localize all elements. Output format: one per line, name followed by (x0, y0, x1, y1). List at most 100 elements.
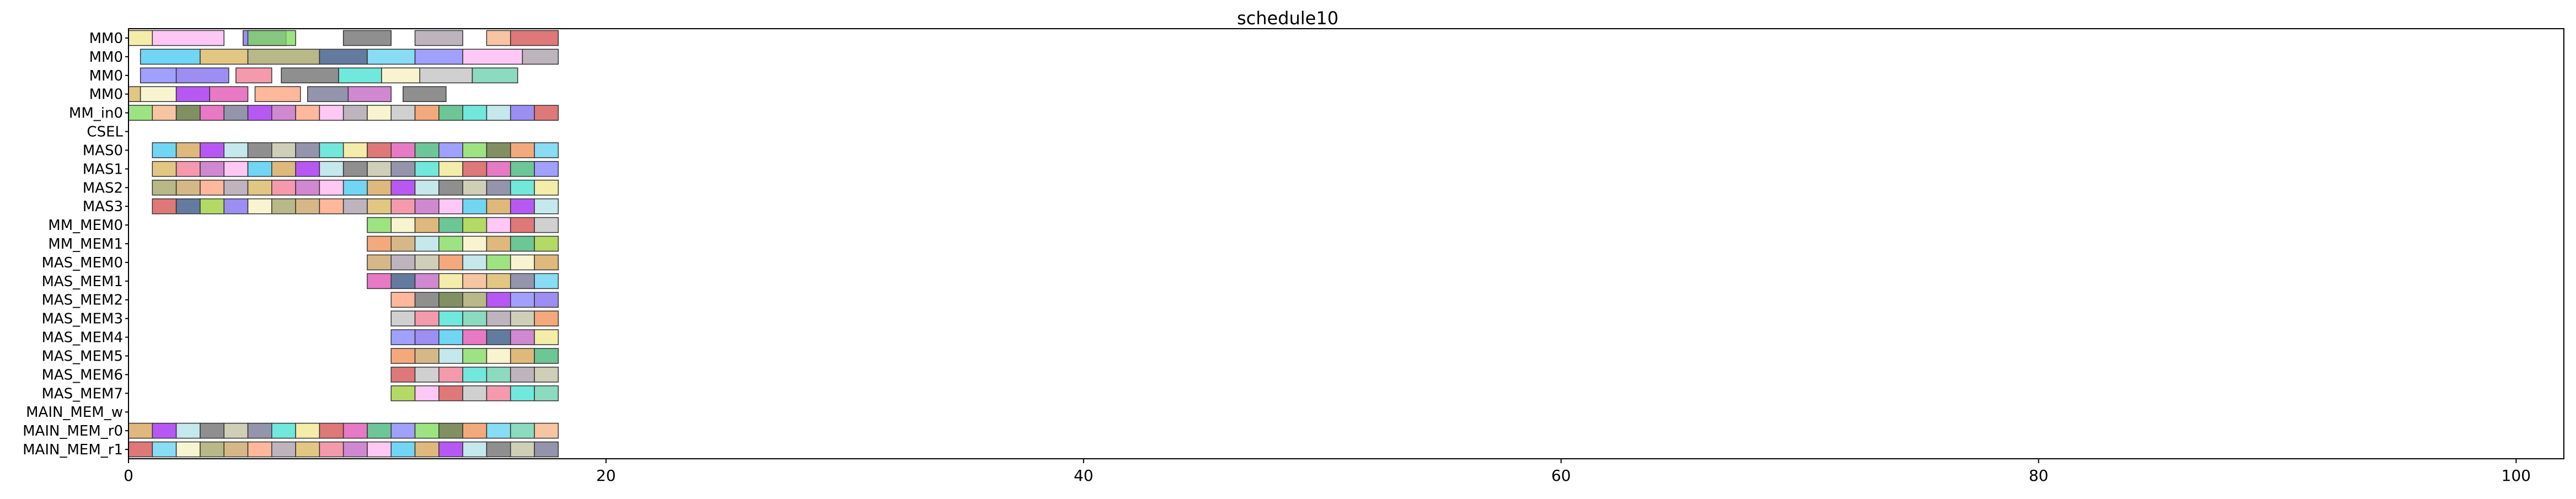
task-bar (438, 179, 463, 196)
task-bar (367, 198, 392, 214)
task-bar (200, 105, 224, 121)
task-bar (462, 105, 488, 121)
row-label: MAS_MEM3 (41, 311, 123, 328)
task-bar (247, 49, 320, 65)
task-bar (319, 422, 344, 439)
task-bar (271, 161, 296, 177)
task-bar (462, 273, 488, 289)
task-bar (534, 161, 559, 177)
task-bar (152, 142, 177, 158)
task-bar (271, 422, 296, 439)
task-bar (254, 86, 301, 103)
task-bar (534, 422, 559, 439)
task-bar (438, 441, 463, 458)
task-bar (510, 198, 535, 214)
row-label: MAIN_MEM_r0 (23, 423, 123, 439)
task-bar (462, 441, 488, 458)
task-bar (414, 385, 440, 401)
task-bar (462, 292, 488, 308)
task-bar (367, 217, 392, 233)
task-bar (295, 105, 320, 121)
task-bar (534, 385, 559, 401)
task-bar (235, 67, 272, 84)
task-bar (175, 67, 229, 84)
task-bar (486, 385, 511, 401)
task-bar (128, 86, 141, 103)
task-bar (414, 254, 440, 271)
task-bar (462, 179, 488, 196)
task-bar (247, 105, 272, 121)
task-bar (438, 348, 463, 364)
task-bar (342, 422, 368, 439)
task-bar (200, 142, 224, 158)
task-bar (128, 30, 153, 46)
task-bar (342, 179, 368, 196)
task-bar (200, 422, 224, 439)
task-bar (414, 348, 440, 364)
task-bar (462, 254, 488, 271)
task-bar (295, 142, 320, 158)
task-bar (534, 105, 559, 121)
task-bar (342, 142, 368, 158)
task-bar (319, 198, 344, 214)
task-bar (390, 310, 416, 326)
task-bar (486, 348, 511, 364)
task-bar (438, 310, 463, 326)
task-bar (175, 105, 201, 121)
task-bar (390, 142, 416, 158)
task-bar (534, 235, 559, 252)
task-bar (367, 235, 392, 252)
task-bar (510, 105, 535, 121)
task-bar (438, 292, 463, 308)
task-bar (534, 310, 559, 326)
task-bar (414, 422, 440, 439)
task-bar (462, 310, 488, 326)
task-bar (223, 179, 249, 196)
row-label: MAIN_MEM_r1 (23, 442, 123, 458)
task-bar (510, 329, 535, 345)
task-bar (390, 422, 416, 439)
task-bar (367, 161, 392, 177)
row-label: MM0 (89, 49, 123, 66)
task-bar (281, 67, 339, 84)
task-bar (510, 235, 535, 252)
task-bar (486, 198, 511, 214)
task-bar (342, 198, 368, 214)
task-bar (486, 161, 511, 177)
task-bar (414, 273, 440, 289)
x-tick-label: 0 (124, 466, 133, 485)
task-bar (390, 329, 416, 345)
row-label: MAS3 (83, 198, 123, 215)
row-label: MAIN_MEM_w (26, 404, 123, 421)
task-bar (295, 422, 320, 439)
task-bar (510, 142, 535, 158)
task-bar (534, 348, 559, 364)
task-bar (414, 329, 440, 345)
task-bar (390, 198, 416, 214)
task-bar (462, 161, 488, 177)
task-bar (486, 30, 511, 46)
task-bar (140, 67, 177, 84)
task-bar (152, 161, 177, 177)
task-bar (390, 348, 416, 364)
task-bar (414, 198, 440, 214)
task-bar (486, 310, 511, 326)
task-bar (438, 329, 463, 345)
task-bar (462, 198, 488, 214)
x-tick-label: 100 (2502, 466, 2531, 485)
task-bar (200, 49, 249, 65)
task-bar (367, 273, 392, 289)
task-bar (152, 105, 177, 121)
task-bar (319, 142, 344, 158)
task-bar (438, 367, 463, 383)
task-bar (247, 179, 272, 196)
x-tick-label: 40 (1074, 466, 1094, 485)
task-bar (534, 254, 559, 271)
row-label: MAS_MEM4 (41, 330, 123, 346)
task-bar (534, 441, 559, 458)
task-bar (462, 348, 488, 364)
task-bar (200, 179, 224, 196)
task-bar (438, 142, 463, 158)
x-tick-label: 80 (2029, 466, 2049, 485)
